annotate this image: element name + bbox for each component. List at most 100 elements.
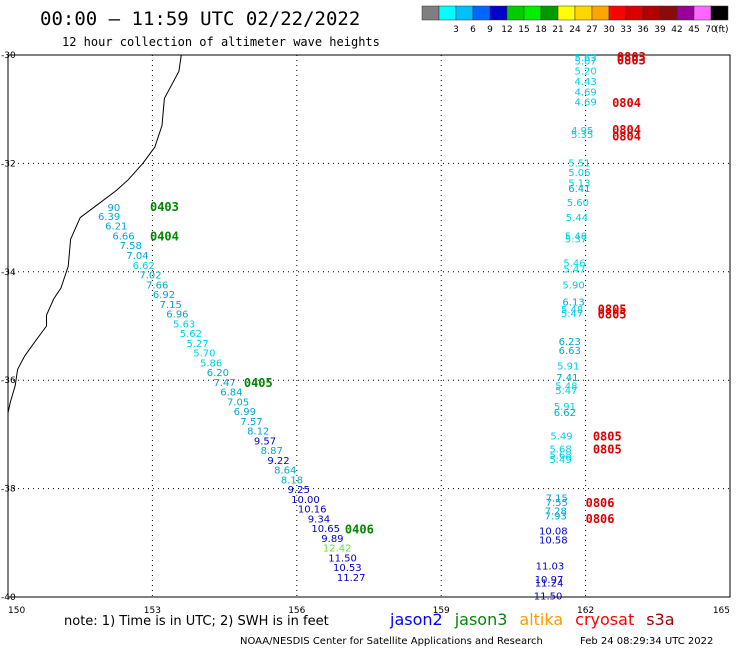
colorbar-tick-label: 36 [637, 25, 649, 35]
wave-height-label: 6.13 [562, 298, 584, 309]
x-tick-label: 150 [8, 606, 25, 616]
wave-height-label: 7.02 [139, 271, 161, 282]
wave-height-label: 7.15 [546, 493, 568, 504]
wave-height-label: 7.04 [126, 251, 148, 262]
wave-height-label: 5.49 [550, 431, 572, 442]
x-tick-label: 165 [713, 606, 730, 616]
wave-height-label: 5.48 [561, 305, 583, 316]
wave-height-label: 90 [108, 203, 121, 214]
colorbar-tick-label: 45 [688, 25, 699, 35]
colorbar-swatch [455, 5, 474, 21]
wave-height-label: 5.47 [561, 309, 583, 320]
colorbar-tick-label: 18 [535, 25, 547, 35]
colorbar-tick-label: 24 [569, 25, 581, 35]
wave-height-label: 5.60 [567, 198, 589, 209]
time-label: 0805 [593, 443, 622, 457]
wave-height-label: 9.89 [321, 534, 343, 545]
wave-height-label: 5.27 [187, 339, 209, 350]
wave-height-label: 6.96 [166, 310, 188, 321]
time-label: 0804 [612, 123, 641, 137]
time-label: 0406 [345, 522, 374, 536]
time-label: 0805 [593, 430, 622, 444]
wave-height-label: 5.51 [568, 158, 590, 169]
colorbar-tick-label: 27 [586, 25, 597, 35]
colorbar-swatch [506, 5, 525, 21]
wave-height-label: 6.99 [234, 407, 256, 418]
colorbar-swatch [557, 5, 576, 21]
chart-title: 00:00 – 11:59 UTC 02/22/2022 [40, 8, 360, 30]
wave-height-label: 4.95 [571, 126, 593, 137]
wave-height-label: 7.28 [545, 506, 567, 517]
wave-height-label: 6.63 [559, 346, 581, 357]
wave-height-label: 5.68 [549, 450, 571, 461]
wave-height-label: 7.47 [213, 378, 235, 389]
x-tick-label: 153 [144, 606, 161, 616]
colorbar-tick-label: 15 [518, 25, 529, 35]
lat-lon-grid [8, 55, 730, 597]
wave-height-label: 5.49 [549, 455, 571, 466]
wave-height-label: 11.27 [337, 573, 366, 584]
x-tick-label: 156 [288, 606, 305, 616]
y-tick-label: -30 [1, 51, 16, 61]
wave-height-label: 7.15 [160, 300, 182, 311]
wave-height-marks: 906.396.216.667.587.046.627.027.666.927.… [98, 50, 646, 602]
wave-height-label: 11.50 [534, 591, 563, 602]
wave-height-label: 5.37 [565, 235, 587, 246]
colorbar-tick-label: 33 [620, 25, 631, 35]
wave-height-label: 10.97 [535, 575, 564, 586]
time-label: 0405 [244, 376, 273, 390]
colorbar-swatch [438, 5, 457, 21]
wave-height-label: 4.69 [574, 87, 596, 98]
colorbar-swatch [574, 5, 593, 21]
footer-credit: NOAA/NESDIS Center for Satellite Applica… [240, 636, 543, 647]
footer-timestamp: Feb 24 08:29:34 UTC 2022 [580, 636, 713, 647]
wave-height-label: 8.12 [247, 427, 269, 438]
wave-height-label: 7.66 [146, 280, 168, 291]
y-tick-label: -36 [1, 376, 16, 386]
wave-height-label: 5.13 [568, 178, 590, 189]
colorbar-swatch [659, 5, 678, 21]
wave-height-label: 5.68 [549, 444, 571, 455]
wave-height-label: 5.35 [571, 130, 593, 141]
wave-height-label: 10.08 [539, 526, 568, 537]
wave-height-label: 5.07 [574, 56, 596, 67]
chart-subtitle: 12 hour collection of altimeter wave hei… [62, 35, 380, 49]
wave-height-label: 5.91 [554, 402, 576, 413]
colorbar-tick-label: 3 [453, 25, 459, 35]
time-label: 0403 [150, 200, 179, 214]
satellite-legend-altika: altika [519, 610, 563, 629]
color-scale-legend: 3 6 9 12 15 18 21 24 27 30 33 36 39 42 45 70 [421, 5, 729, 35]
colorbar-swatch [489, 5, 508, 21]
wave-height-label: 5.48 [555, 382, 577, 393]
wave-height-label: 10.58 [539, 536, 568, 547]
wave-height-label: 6.84 [220, 388, 242, 399]
plot-frame [7, 54, 731, 598]
colorbar-swatch [608, 5, 627, 21]
satellite-legend-cryosat: cryosat [575, 610, 634, 629]
wave-height-label: 12.42 [323, 544, 352, 555]
time-label: 0404 [150, 230, 179, 244]
coastline [7, 54, 182, 413]
wave-height-label: 5.63 [173, 319, 195, 330]
wave-height-label: 5.47 [563, 265, 585, 276]
time-label: 0803 [617, 50, 646, 64]
colorbar-swatch [693, 5, 712, 21]
colorbar-tick-label: 30 [603, 25, 615, 35]
colorbar-swatch [676, 5, 695, 21]
satellite-legend-jason2: jason2 [389, 610, 443, 629]
colorbar-swatch [523, 5, 542, 21]
colorbar-tick-label: 12 [501, 25, 512, 35]
y-tick-label: -40 [1, 593, 16, 603]
wave-height-label: 4.69 [574, 98, 596, 109]
colorbar-swatch [540, 5, 559, 21]
wave-height-label: 5.20 [574, 67, 596, 78]
wave-height-label: 5.47 [555, 386, 577, 397]
x-tick-label: 162 [577, 606, 594, 616]
wave-height-label: 7.57 [240, 417, 262, 428]
wave-height-label: 9.57 [254, 436, 276, 447]
wave-height-label: 9.34 [308, 514, 330, 525]
plot-area: 906.396.216.667.587.046.627.027.666.927.… [1, 50, 731, 616]
colorbar-unit-label: (ft) [715, 25, 729, 35]
colorbar-swatch [625, 5, 644, 21]
